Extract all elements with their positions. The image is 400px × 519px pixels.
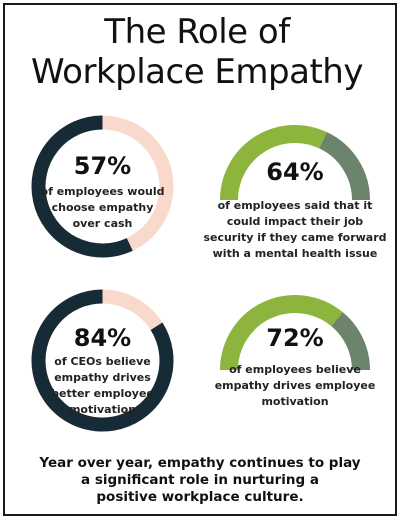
desc-line: motivation	[261, 395, 329, 408]
stat-ring-ceos-empathy: 84% of CEOs believe empathy drives bette…	[30, 288, 175, 433]
stat-description: of employees would choose empathy over c…	[30, 184, 175, 232]
desc-line: empathy drives	[54, 371, 151, 384]
desc-line: of employees would	[40, 185, 165, 198]
gauge-value-arc	[220, 125, 327, 201]
desc-line: could impact their job	[226, 215, 364, 228]
gauge-remainder-arc	[331, 312, 370, 371]
desc-line: of employees said that it	[217, 199, 373, 212]
desc-line: over cash	[72, 217, 133, 230]
stat-gauge-job-security: 64% of employees said that it could impa…	[203, 118, 387, 268]
footer-text: Year over year, empathy continues to pla…	[30, 455, 370, 506]
desc-line: of employees believe	[229, 363, 361, 376]
desc-line: choose empathy	[51, 201, 154, 214]
stat-percentage: 72%	[266, 324, 324, 352]
ring-chart	[31, 289, 174, 432]
stat-ring-employees-empathy-over-cash: 57% of employees would choose empathy ov…	[30, 114, 175, 259]
stat-description: of employees said that it could impact t…	[200, 198, 390, 262]
ring-value-arc	[31, 289, 174, 432]
footer-line: Year over year, empathy continues to pla…	[39, 455, 361, 471]
stat-percentage: 84%	[73, 324, 132, 352]
gauge-remainder-arc	[318, 132, 370, 201]
gauge-chart	[220, 125, 370, 201]
ring-value-arc	[31, 115, 133, 258]
title-line-2: Workplace Empathy	[31, 52, 363, 92]
title-line-1: The Role of	[104, 12, 290, 52]
desc-line: of CEOs believe	[54, 355, 151, 368]
ring-chart	[31, 115, 174, 258]
footer-line: a significant role in nurturing a	[81, 472, 319, 488]
stat-gauge-employee-motivation: 72% of employees believe empathy drives …	[210, 288, 380, 428]
stat-percentage: 64%	[266, 158, 324, 186]
desc-line: with a mental health issue	[212, 247, 378, 260]
desc-line: better employee	[51, 387, 154, 400]
stat-description: of CEOs believe empathy drives better em…	[30, 354, 175, 418]
gauge-chart	[220, 295, 370, 371]
gauge-value-arc	[220, 295, 343, 371]
desc-line: motivation	[68, 403, 137, 416]
desc-line: security if they came forward	[203, 231, 387, 244]
desc-line: empathy drives employee	[214, 379, 376, 392]
footer-line: positive workplace culture.	[96, 489, 304, 505]
stat-percentage: 57%	[73, 152, 132, 180]
stat-description: of employees believe empathy drives empl…	[200, 362, 390, 410]
infographic-frame	[3, 3, 397, 516]
